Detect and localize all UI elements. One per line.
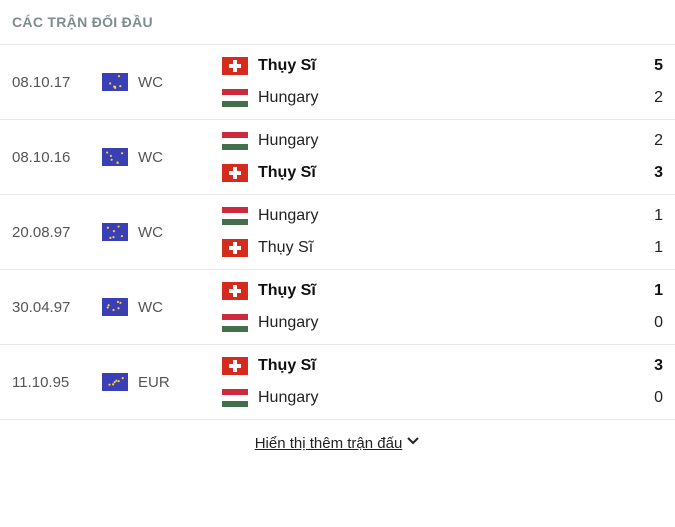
show-more-label: Hiển thị thêm trận đấu [255,435,403,452]
home-team: Thụy Sĩ [222,282,623,300]
match-date: 30.04.97 [12,299,102,316]
away-flag-icon [222,239,248,257]
competition: EUR [102,373,222,391]
competition-label: WC [138,299,163,316]
panel-footer: Hiển thị thêm trận đấu [0,420,675,463]
away-flag-icon [222,389,248,407]
competition: WC [102,298,222,316]
scores: 1 0 [623,282,663,332]
home-team: Thụy Sĩ [222,357,623,375]
match-row[interactable]: 30.04.97 WC Thụy Sĩ Hungary 1 0 [0,270,675,345]
home-score: 3 [654,357,663,375]
away-score: 0 [654,314,663,332]
competition-label: EUR [138,374,170,391]
away-score: 3 [654,164,663,182]
match-row[interactable]: 20.08.97 WC Hungary Thụy Sĩ 1 1 [0,195,675,270]
home-score: 1 [654,207,663,225]
competition-label: WC [138,74,163,91]
competition-flag-icon [102,148,128,166]
away-team: Thụy Sĩ [222,164,623,182]
away-team: Thụy Sĩ [222,239,623,257]
scores: 2 3 [623,132,663,182]
home-team: Thụy Sĩ [222,57,623,75]
home-name: Thụy Sĩ [258,282,316,300]
away-score: 1 [654,239,663,257]
match-date: 08.10.16 [12,149,102,166]
away-team: Hungary [222,314,623,332]
home-team: Hungary [222,132,623,150]
home-team: Hungary [222,207,623,225]
teams: Thụy Sĩ Hungary [222,357,623,407]
away-flag-icon [222,314,248,332]
teams: Hungary Thụy Sĩ [222,132,623,182]
away-flag-icon [222,164,248,182]
home-flag-icon [222,57,248,75]
away-score: 2 [654,89,663,107]
home-flag-icon [222,207,248,225]
show-more-button[interactable]: Hiển thị thêm trận đấu [255,434,421,452]
away-name: Thụy Sĩ [258,239,313,257]
teams: Thụy Sĩ Hungary [222,57,623,107]
teams: Hungary Thụy Sĩ [222,207,623,257]
home-name: Thụy Sĩ [258,57,316,75]
match-row[interactable]: 08.10.17 WC Thụy Sĩ Hungary 5 2 [0,45,675,120]
match-date: 20.08.97 [12,224,102,241]
home-name: Thụy Sĩ [258,357,316,375]
competition: WC [102,148,222,166]
home-score: 1 [654,282,663,300]
match-list: 08.10.17 WC Thụy Sĩ Hungary 5 2 [0,45,675,420]
match-row[interactable]: 11.10.95 EUR Thụy Sĩ Hungary 3 0 [0,345,675,420]
scores: 5 2 [623,57,663,107]
match-row[interactable]: 08.10.16 WC Hungary Thụy Sĩ 2 3 [0,120,675,195]
scores: 3 0 [623,357,663,407]
competition-flag-icon [102,298,128,316]
away-team: Hungary [222,89,623,107]
away-name: Hungary [258,89,318,107]
teams: Thụy Sĩ Hungary [222,282,623,332]
away-name: Thụy Sĩ [258,164,316,182]
competition-label: WC [138,224,163,241]
home-name: Hungary [258,207,318,225]
home-score: 2 [654,132,663,150]
competition: WC [102,223,222,241]
h2h-panel: CÁC TRẬN ĐỐI ĐẦU 08.10.17 WC Thụy Sĩ Hun… [0,0,675,463]
panel-header: CÁC TRẬN ĐỐI ĐẦU [0,0,675,45]
competition-label: WC [138,149,163,166]
match-date: 08.10.17 [12,74,102,91]
away-name: Hungary [258,389,318,407]
home-flag-icon [222,357,248,375]
home-flag-icon [222,132,248,150]
home-score: 5 [654,57,663,75]
away-flag-icon [222,89,248,107]
competition: WC [102,73,222,91]
chevron-down-icon [406,434,420,452]
panel-title: CÁC TRẬN ĐỐI ĐẦU [12,14,663,30]
home-flag-icon [222,282,248,300]
competition-flag-icon [102,223,128,241]
match-date: 11.10.95 [12,374,102,391]
away-score: 0 [654,389,663,407]
competition-flag-icon [102,373,128,391]
home-name: Hungary [258,132,318,150]
away-team: Hungary [222,389,623,407]
away-name: Hungary [258,314,318,332]
scores: 1 1 [623,207,663,257]
competition-flag-icon [102,73,128,91]
